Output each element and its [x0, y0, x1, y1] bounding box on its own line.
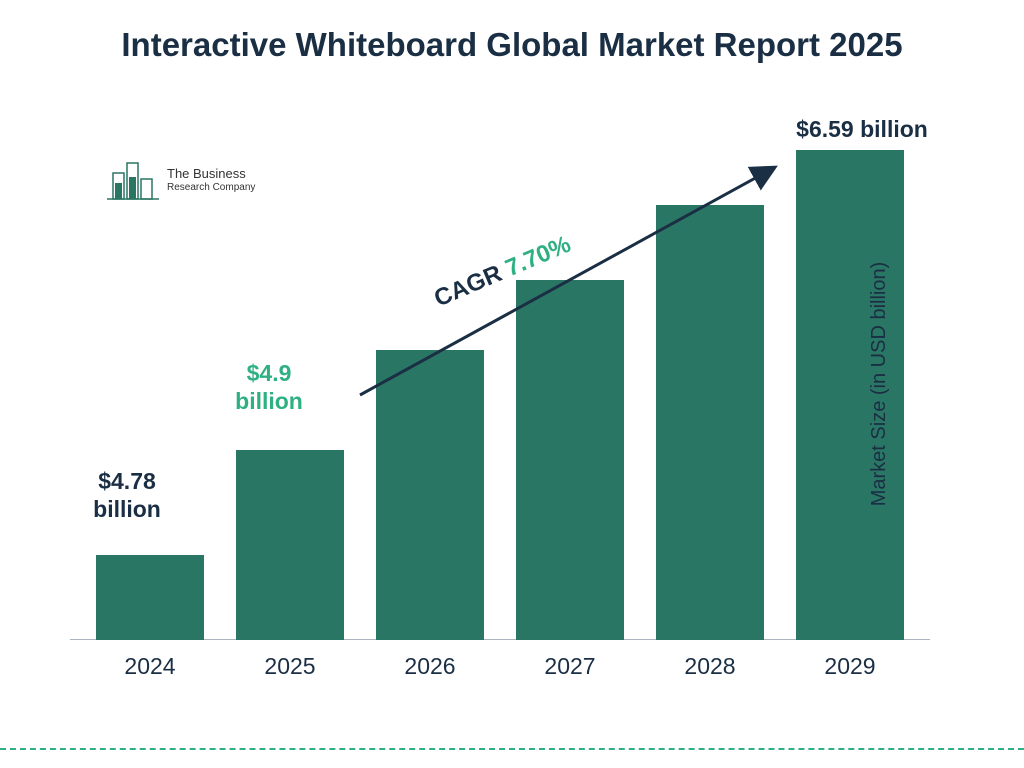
x-axis-labels: 2024 2025 2026 2027 2028 2029 — [70, 653, 930, 680]
x-axis-label: 2026 — [365, 653, 495, 680]
x-axis-label: 2029 — [785, 653, 915, 680]
bar — [96, 555, 204, 640]
chart-title: Interactive Whiteboard Global Market Rep… — [0, 24, 1024, 65]
bar — [376, 350, 484, 640]
y-axis-label: Market Size (in USD billion) — [868, 262, 891, 507]
bar-value-label: $4.78billion — [72, 468, 182, 523]
chart-area: 2024 2025 2026 2027 2028 2029 — [70, 140, 930, 690]
x-axis-label: 2027 — [505, 653, 635, 680]
bar — [516, 280, 624, 640]
bar-value-label: $4.9billion — [214, 360, 324, 415]
x-axis-label: 2025 — [225, 653, 355, 680]
x-axis-label: 2024 — [85, 653, 215, 680]
bar-group — [85, 555, 215, 640]
bar — [656, 205, 764, 640]
bar-group — [225, 450, 355, 640]
bar — [236, 450, 344, 640]
x-axis-label: 2028 — [645, 653, 775, 680]
bar-value-label: $6.59 billion — [772, 116, 952, 144]
bar-group — [785, 150, 915, 640]
bars-container — [70, 140, 930, 640]
bottom-dashed-line — [0, 748, 1024, 750]
bar-group — [645, 205, 775, 640]
bar-group — [505, 280, 635, 640]
bar-group — [365, 350, 495, 640]
